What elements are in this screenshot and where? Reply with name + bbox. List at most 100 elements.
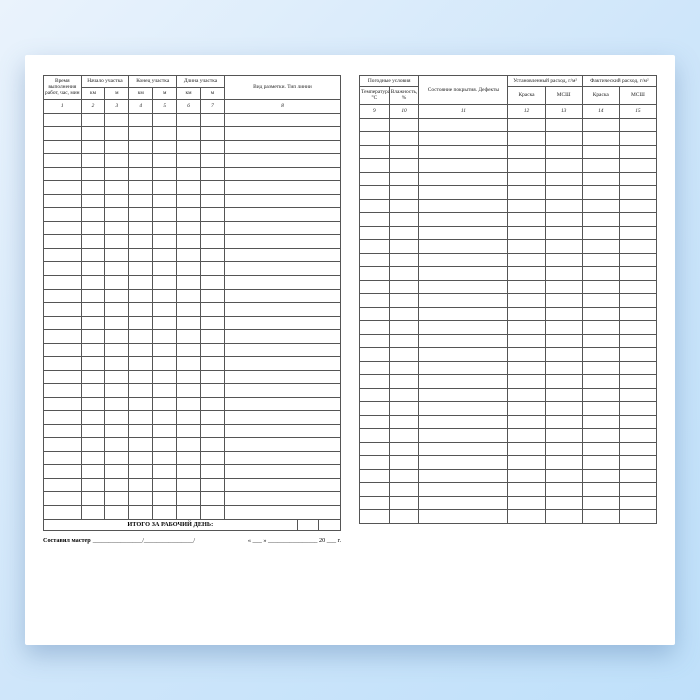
right-table-cell[interactable] bbox=[545, 159, 582, 173]
left-table-cell[interactable] bbox=[153, 492, 177, 506]
right-table-cell[interactable] bbox=[619, 294, 656, 308]
right-table-cell[interactable] bbox=[582, 442, 619, 456]
left-table-cell[interactable] bbox=[81, 221, 105, 235]
right-table-cell[interactable] bbox=[545, 510, 582, 524]
right-table-cell[interactable] bbox=[619, 348, 656, 362]
right-table-cell[interactable] bbox=[389, 469, 419, 483]
right-table-cell[interactable] bbox=[545, 253, 582, 267]
right-table-cell[interactable] bbox=[582, 307, 619, 321]
left-table-cell[interactable] bbox=[153, 397, 177, 411]
left-table-cell[interactable] bbox=[177, 343, 201, 357]
right-table-cell[interactable] bbox=[360, 213, 390, 227]
right-table-cell[interactable] bbox=[545, 226, 582, 240]
right-table-cell[interactable] bbox=[582, 348, 619, 362]
right-table-cell[interactable] bbox=[508, 456, 545, 470]
left-table-row[interactable] bbox=[44, 343, 341, 357]
right-table-cell[interactable] bbox=[582, 496, 619, 510]
left-table-cell[interactable] bbox=[201, 167, 225, 181]
right-table-cell[interactable] bbox=[419, 348, 508, 362]
left-table-cell[interactable] bbox=[81, 384, 105, 398]
right-table-cell[interactable] bbox=[508, 159, 545, 173]
left-table-cell[interactable] bbox=[153, 208, 177, 222]
right-table-cell[interactable] bbox=[582, 456, 619, 470]
left-table-cell[interactable] bbox=[129, 289, 153, 303]
right-table-cell[interactable] bbox=[582, 199, 619, 213]
right-table-cell[interactable] bbox=[419, 145, 508, 159]
left-table-cell[interactable] bbox=[201, 478, 225, 492]
right-table-cell[interactable] bbox=[582, 159, 619, 173]
right-table-cell[interactable] bbox=[508, 510, 545, 524]
right-table-cell[interactable] bbox=[582, 375, 619, 389]
right-table-row[interactable] bbox=[360, 226, 657, 240]
right-table-cell[interactable] bbox=[389, 172, 419, 186]
right-table-cell[interactable] bbox=[389, 483, 419, 497]
left-table-cell[interactable] bbox=[81, 397, 105, 411]
left-table-row[interactable] bbox=[44, 289, 341, 303]
right-table-row[interactable] bbox=[360, 321, 657, 335]
left-table-cell[interactable] bbox=[153, 140, 177, 154]
right-table-row[interactable] bbox=[360, 388, 657, 402]
right-table-row[interactable] bbox=[360, 145, 657, 159]
left-table-cell[interactable] bbox=[81, 248, 105, 262]
left-table-cell[interactable] bbox=[44, 248, 82, 262]
right-table-cell[interactable] bbox=[389, 240, 419, 254]
right-table-cell[interactable] bbox=[545, 132, 582, 146]
right-table-cell[interactable] bbox=[360, 226, 390, 240]
left-table-cell[interactable] bbox=[105, 167, 129, 181]
right-table-cell[interactable] bbox=[360, 159, 390, 173]
left-table-cell[interactable] bbox=[129, 506, 153, 520]
right-table-cell[interactable] bbox=[545, 429, 582, 443]
left-table-cell[interactable] bbox=[105, 506, 129, 520]
right-table-cell[interactable] bbox=[582, 415, 619, 429]
left-table-cell[interactable] bbox=[81, 492, 105, 506]
right-table-cell[interactable] bbox=[582, 402, 619, 416]
left-table-cell[interactable] bbox=[105, 397, 129, 411]
left-table-row[interactable] bbox=[44, 411, 341, 425]
right-table-cell[interactable] bbox=[582, 334, 619, 348]
right-table-cell[interactable] bbox=[545, 469, 582, 483]
right-table-row[interactable] bbox=[360, 307, 657, 321]
left-table-cell[interactable] bbox=[105, 465, 129, 479]
right-table-cell[interactable] bbox=[360, 442, 390, 456]
right-table-cell[interactable] bbox=[545, 402, 582, 416]
right-table-cell[interactable] bbox=[389, 375, 419, 389]
left-table-cell[interactable] bbox=[224, 248, 340, 262]
left-table-cell[interactable] bbox=[224, 397, 340, 411]
right-table-cell[interactable] bbox=[545, 118, 582, 132]
right-table-cell[interactable] bbox=[419, 132, 508, 146]
right-table-row[interactable] bbox=[360, 334, 657, 348]
composed-name-blank[interactable]: ________________ bbox=[144, 537, 194, 544]
right-table-cell[interactable] bbox=[545, 334, 582, 348]
left-table-cell[interactable] bbox=[81, 235, 105, 249]
left-table-cell[interactable] bbox=[81, 113, 105, 127]
right-table-cell[interactable] bbox=[545, 321, 582, 335]
left-table-cell[interactable] bbox=[129, 303, 153, 317]
right-table-cell[interactable] bbox=[545, 267, 582, 281]
right-table-row[interactable] bbox=[360, 469, 657, 483]
left-table-cell[interactable] bbox=[129, 384, 153, 398]
right-table-cell[interactable] bbox=[508, 199, 545, 213]
left-table-row[interactable] bbox=[44, 235, 341, 249]
right-table-cell[interactable] bbox=[360, 402, 390, 416]
left-table-cell[interactable] bbox=[105, 303, 129, 317]
right-table-cell[interactable] bbox=[582, 132, 619, 146]
left-table-cell[interactable] bbox=[44, 194, 82, 208]
left-table-cell[interactable] bbox=[153, 370, 177, 384]
right-table-row[interactable] bbox=[360, 510, 657, 524]
left-table-cell[interactable] bbox=[129, 411, 153, 425]
right-table-cell[interactable] bbox=[360, 145, 390, 159]
left-table-cell[interactable] bbox=[129, 127, 153, 141]
right-table-cell[interactable] bbox=[545, 442, 582, 456]
left-table-cell[interactable] bbox=[201, 140, 225, 154]
left-table-cell[interactable] bbox=[81, 478, 105, 492]
left-table-cell[interactable] bbox=[44, 465, 82, 479]
right-table-cell[interactable] bbox=[545, 213, 582, 227]
right-table-cell[interactable] bbox=[360, 510, 390, 524]
left-table-cell[interactable] bbox=[44, 316, 82, 330]
right-table-cell[interactable] bbox=[545, 348, 582, 362]
left-table-cell[interactable] bbox=[153, 194, 177, 208]
left-table-cell[interactable] bbox=[201, 384, 225, 398]
left-table-cell[interactable] bbox=[201, 275, 225, 289]
right-table-cell[interactable] bbox=[619, 186, 656, 200]
left-table-cell[interactable] bbox=[153, 235, 177, 249]
